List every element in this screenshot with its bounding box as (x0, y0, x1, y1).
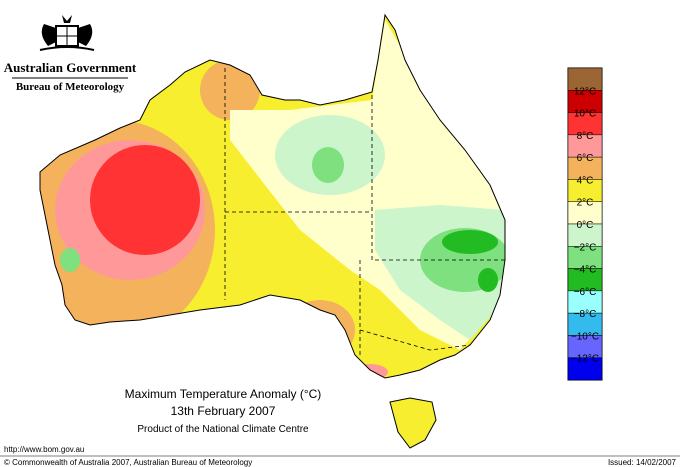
state-borders (224, 68, 505, 355)
bureau-name: Bureau of Meteorology (16, 81, 125, 93)
legend-label: 0°C (577, 220, 594, 231)
legend-swatch (567, 357, 603, 381)
map-date: 13th February 2007 (171, 404, 276, 418)
map-product: Product of the National Climate Centre (137, 424, 309, 435)
legend-label: −2°C (574, 242, 597, 253)
legend-label: −12°C (571, 354, 599, 365)
legend-label: −10°C (571, 331, 599, 342)
legend-label: 8°C (577, 131, 594, 142)
coastline (39, 13, 506, 449)
map-title: Maximum Temperature Anomaly (°C) (125, 387, 322, 401)
legend-label: 6°C (577, 153, 594, 164)
footer-url: http://www.bom.gov.au (4, 445, 84, 454)
legend-label: −6°C (574, 287, 597, 298)
legend-label: 2°C (577, 198, 594, 209)
crest (39, 15, 95, 51)
legend-label: 10°C (574, 109, 596, 120)
legend-label: 12°C (574, 86, 596, 97)
footer-copyright: © Commonwealth of Australia 2007, Austra… (4, 458, 252, 467)
footer-issued: Issued: 14/02/2007 (608, 458, 677, 467)
legend-label: −8°C (574, 309, 597, 320)
legend: 12°C 10°C 8°C 6°C 4°C 2°C 0°C −2°C −4°C −6°C −8°C −… (567, 67, 603, 381)
legend-label: −4°C (574, 265, 597, 276)
agency-name: Australian Government (4, 60, 137, 75)
legend-label: 4°C (577, 175, 594, 186)
